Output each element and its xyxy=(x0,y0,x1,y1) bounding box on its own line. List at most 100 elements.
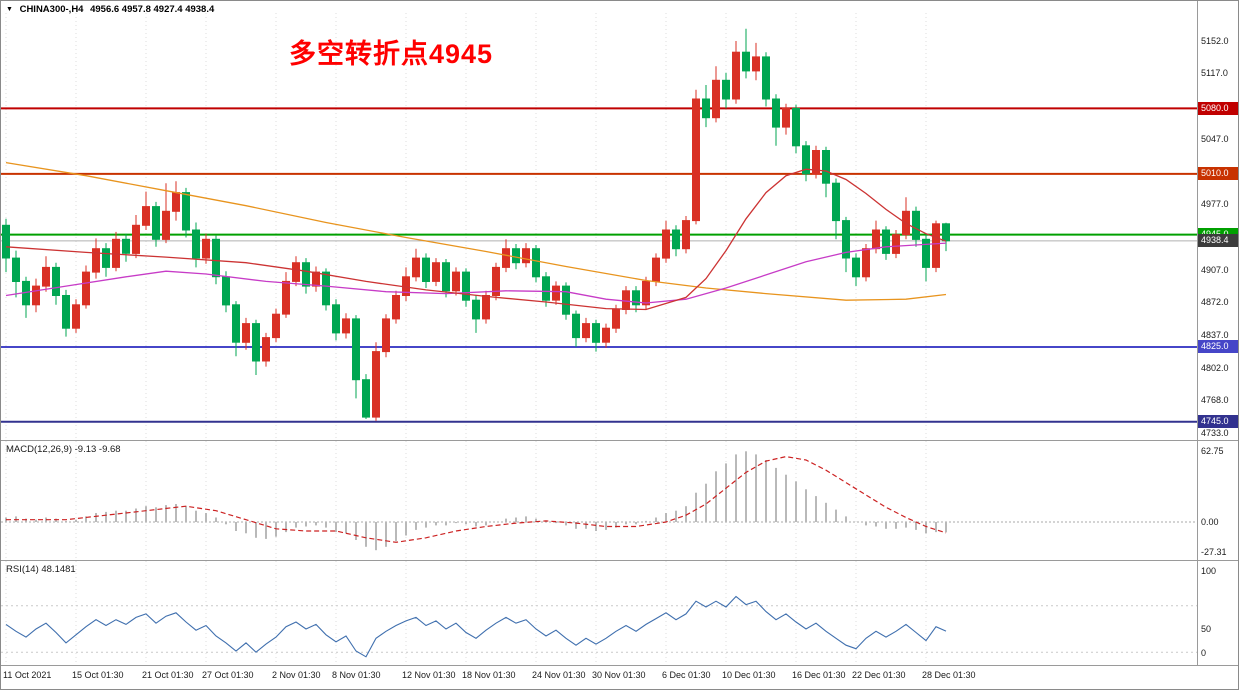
price-axis-tick: 4837.0 xyxy=(1201,330,1229,341)
candle-up xyxy=(612,309,620,329)
ma-orange-line xyxy=(5,161,947,301)
time-axis-label: 6 Dec 01:30 xyxy=(662,670,711,680)
price-axis-tick: 4977.0 xyxy=(1201,199,1229,210)
candle-up xyxy=(202,238,210,259)
chart-dropdown-icon[interactable]: ▼ xyxy=(6,6,13,13)
candle-up xyxy=(172,192,180,212)
candle-down xyxy=(922,238,930,268)
candle-up xyxy=(862,248,870,278)
candle-down xyxy=(462,271,470,301)
price-axis-tick: 4802.0 xyxy=(1201,362,1229,373)
candle-up xyxy=(682,220,690,250)
candle-down xyxy=(722,79,730,100)
candle-up xyxy=(642,280,650,306)
candle-up xyxy=(132,224,140,254)
candle-up xyxy=(482,295,490,320)
candle-up xyxy=(622,290,630,310)
ma-red-line xyxy=(5,168,947,311)
macd-indicator-label: MACD(12,26,9) -9.13 -9.68 xyxy=(6,444,121,455)
candle-up xyxy=(522,248,530,264)
candle-down xyxy=(632,290,640,306)
candle-down xyxy=(422,257,430,283)
rsi-indicator-label: RSI(14) 48.1481 xyxy=(6,564,76,575)
price-axis-tick: 4872.0 xyxy=(1201,297,1229,308)
candle-down xyxy=(12,257,20,283)
candle-down xyxy=(352,318,360,381)
price-axis-tick: 4733.0 xyxy=(1201,427,1229,438)
time-axis-label: 8 Nov 01:30 xyxy=(332,670,381,680)
candle-down xyxy=(322,271,330,306)
price-axis-badge: 5080.0 xyxy=(1198,101,1238,115)
candle-up xyxy=(292,262,300,282)
candle-down xyxy=(472,299,480,320)
candle-down xyxy=(512,248,520,264)
candle-down xyxy=(742,51,750,72)
candle-down xyxy=(232,304,240,343)
time-axis-label: 2 Nov 01:30 xyxy=(272,670,321,680)
candle-down xyxy=(2,224,10,259)
candle-down xyxy=(222,276,230,306)
candle-down xyxy=(362,379,370,418)
candle-down xyxy=(212,238,220,278)
time-axis-label: 27 Oct 01:30 xyxy=(202,670,254,680)
candle-up xyxy=(282,280,290,315)
time-axis-label: 15 Oct 01:30 xyxy=(72,670,124,680)
candle-up xyxy=(262,337,270,362)
candle-down xyxy=(702,98,710,119)
candle-up xyxy=(932,223,940,268)
candle-up xyxy=(142,206,150,226)
candle-down xyxy=(672,229,680,250)
candle-up xyxy=(392,295,400,320)
macd-scale-label: 0.00 xyxy=(1201,516,1219,527)
time-axis-label: 18 Nov 01:30 xyxy=(462,670,516,680)
candle-up xyxy=(502,248,510,268)
candle-down xyxy=(152,206,160,240)
time-axis-label: 10 Dec 01:30 xyxy=(722,670,776,680)
candle-up xyxy=(552,285,560,301)
candle-down xyxy=(332,304,340,334)
candle-down xyxy=(882,229,890,254)
candle-up xyxy=(112,238,120,268)
candle-down xyxy=(182,192,190,231)
candle-down xyxy=(852,257,860,278)
candle-down xyxy=(572,313,580,339)
rsi-scale-label: 50 xyxy=(1201,623,1212,634)
time-axis-label: 30 Nov 01:30 xyxy=(592,670,646,680)
candle-down xyxy=(192,229,200,259)
candle-up xyxy=(82,271,90,306)
candle-up xyxy=(452,271,460,292)
candle-down xyxy=(822,150,830,184)
candle-down xyxy=(842,220,850,259)
candle-down xyxy=(532,248,540,278)
candle-up xyxy=(892,234,900,254)
price-axis-badge: 4938.4 xyxy=(1198,234,1238,248)
rsi-line xyxy=(5,595,947,658)
time-axis-label: 12 Nov 01:30 xyxy=(402,670,456,680)
candle-up xyxy=(372,351,380,418)
candle-up xyxy=(342,318,350,334)
time-axis-label: 21 Oct 01:30 xyxy=(142,670,194,680)
candle-down xyxy=(252,323,260,362)
candle-up xyxy=(752,56,760,72)
candle-down xyxy=(802,145,810,175)
macd-scale-label: 62.75 xyxy=(1201,445,1224,456)
candle-down xyxy=(562,285,570,315)
candle-down xyxy=(542,276,550,301)
price-axis-tick: 4768.0 xyxy=(1201,394,1229,405)
candle-down xyxy=(832,182,840,222)
candle-up xyxy=(872,229,880,250)
price-axis-badge: 4745.0 xyxy=(1198,415,1238,429)
candle-up xyxy=(492,266,500,296)
candle-up xyxy=(272,313,280,339)
candle-down xyxy=(102,248,110,268)
macd-signal-line xyxy=(6,455,947,543)
candle-down xyxy=(302,262,310,287)
candle-up xyxy=(72,304,80,329)
candle-up xyxy=(432,262,440,282)
candle-up xyxy=(32,285,40,306)
candle-up xyxy=(242,323,250,343)
candle-down xyxy=(52,266,60,296)
price-axis-tick: 4907.0 xyxy=(1201,264,1229,275)
candle-up xyxy=(692,98,700,222)
